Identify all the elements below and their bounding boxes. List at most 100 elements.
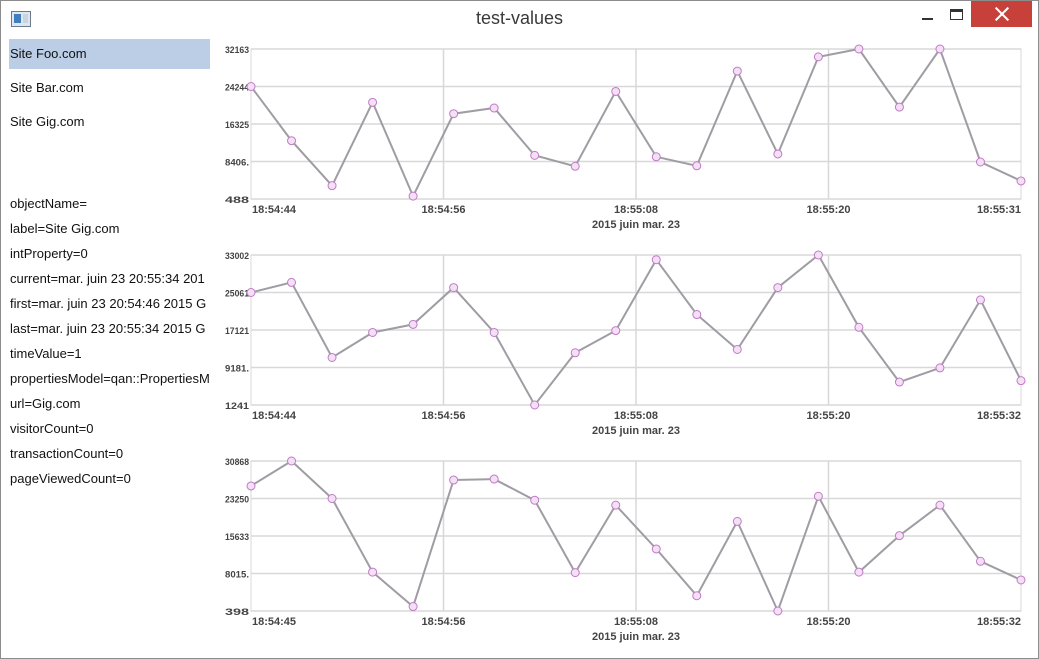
x-tick-label: 18:55:08 xyxy=(614,204,658,216)
data-point xyxy=(489,327,499,337)
x-axis-title: 2015 juin mar. 23 xyxy=(592,631,680,643)
data-point xyxy=(854,44,864,54)
y-tick-label: 25061 xyxy=(225,289,249,299)
data-point xyxy=(813,52,823,62)
data-point xyxy=(530,150,540,160)
app-window-icon[interactable] xyxy=(11,11,31,27)
data-point xyxy=(449,283,459,293)
data-point xyxy=(489,103,499,113)
data-point xyxy=(530,495,540,505)
minimize-icon xyxy=(921,17,933,20)
data-point xyxy=(732,344,742,354)
data-point xyxy=(773,283,783,293)
x-tick-label: 18:55:32 xyxy=(977,410,1021,422)
y-tick-label: 9181. xyxy=(225,364,249,374)
charts-area: 32163 24244 16325 8406. 488 18:54:44 18:54:56 1… xyxy=(211,41,1037,646)
y-tick-label: 16325 xyxy=(225,120,249,130)
data-point xyxy=(246,82,256,92)
series-line xyxy=(250,459,1022,614)
data-point xyxy=(327,494,337,504)
y-tick-label: 1241 xyxy=(225,401,249,411)
y-tick-label: 32163 xyxy=(225,45,249,55)
data-point xyxy=(368,567,378,577)
x-tick-label: 18:55:31 xyxy=(977,204,1021,216)
maximize-button[interactable] xyxy=(941,1,971,27)
data-point xyxy=(773,606,783,616)
data-point xyxy=(732,516,742,526)
x-tick-label: 18:55:20 xyxy=(806,410,850,422)
property-object-name: objectName= xyxy=(10,196,87,211)
data-point xyxy=(246,481,256,491)
data-point xyxy=(1016,376,1026,386)
x-tick-label: 18:55:08 xyxy=(614,616,658,628)
y-tick-label: 8015. xyxy=(225,570,249,580)
x-tick-label: 18:54:44 xyxy=(252,204,297,216)
data-point xyxy=(408,191,418,201)
data-point xyxy=(894,377,904,387)
y-tick-label: 8406. xyxy=(225,158,249,168)
property-time-value: timeValue=1 xyxy=(10,346,82,361)
property-page-viewed-count: pageViewedCount=0 xyxy=(10,471,131,486)
property-transaction-count: transactionCount=0 xyxy=(10,446,124,461)
data-point xyxy=(975,295,985,305)
title-bar[interactable]: test-values xyxy=(1,1,1038,37)
property-list: objectName= label=Site Gig.com intProper… xyxy=(10,191,210,491)
data-point xyxy=(935,363,945,373)
data-point xyxy=(287,456,297,466)
x-tick-label: 18:54:56 xyxy=(421,616,465,628)
close-icon xyxy=(995,7,1009,21)
data-point xyxy=(935,500,945,510)
data-point xyxy=(368,327,378,337)
data-point xyxy=(408,319,418,329)
x-tick-label: 18:55:20 xyxy=(806,616,850,628)
data-point xyxy=(287,277,297,287)
data-point xyxy=(570,568,580,578)
data-point xyxy=(692,591,702,601)
minimize-button[interactable] xyxy=(912,1,942,27)
x-tick-label: 18:54:56 xyxy=(421,204,465,216)
data-point xyxy=(651,152,661,162)
site-item-gig[interactable]: Site Gig.com xyxy=(10,114,85,129)
data-point xyxy=(570,348,580,358)
data-point xyxy=(611,500,621,510)
data-point xyxy=(975,556,985,566)
data-point xyxy=(1016,176,1026,186)
data-point xyxy=(368,97,378,107)
data-point xyxy=(854,567,864,577)
x-tick-label: 18:54:45 xyxy=(252,616,296,628)
property-first: first=mar. juin 23 20:54:46 2015 G xyxy=(10,296,207,311)
series-line xyxy=(250,46,1022,199)
data-point xyxy=(935,44,945,54)
close-button[interactable] xyxy=(971,1,1032,27)
window-title: test-values xyxy=(475,8,564,28)
property-properties-model: propertiesModel=qan::PropertiesM xyxy=(10,371,210,386)
property-int-property: intProperty=0 xyxy=(10,246,88,261)
maximize-icon xyxy=(949,8,963,20)
data-point xyxy=(449,109,459,119)
site-item-bar[interactable]: Site Bar.com xyxy=(10,80,84,95)
data-point xyxy=(813,250,823,260)
property-visitor-count: visitorCount=0 xyxy=(10,421,94,436)
series-line xyxy=(250,253,1022,407)
data-point xyxy=(651,544,661,554)
y-tick-label: 30868 xyxy=(225,457,249,467)
x-tick-label: 18:54:44 xyxy=(252,410,297,422)
site-item-foo[interactable]: Site Foo.com xyxy=(9,39,210,69)
data-point xyxy=(732,66,742,76)
data-point xyxy=(611,326,621,336)
x-tick-label: 18:55:08 xyxy=(614,410,658,422)
property-last: last=mar. juin 23 20:55:34 2015 G xyxy=(10,321,206,336)
data-point xyxy=(894,102,904,112)
property-label: label=Site Gig.com xyxy=(10,221,120,236)
y-tick-label: 15633 xyxy=(225,532,249,542)
y-tick-label: 33002 xyxy=(225,251,249,261)
data-point xyxy=(611,86,621,96)
data-point xyxy=(489,474,499,484)
x-axis-title: 2015 juin mar. 23 xyxy=(592,219,680,231)
property-current: current=mar. juin 23 20:55:34 201 xyxy=(10,271,205,286)
y-tick-label: 24244 xyxy=(225,83,249,93)
